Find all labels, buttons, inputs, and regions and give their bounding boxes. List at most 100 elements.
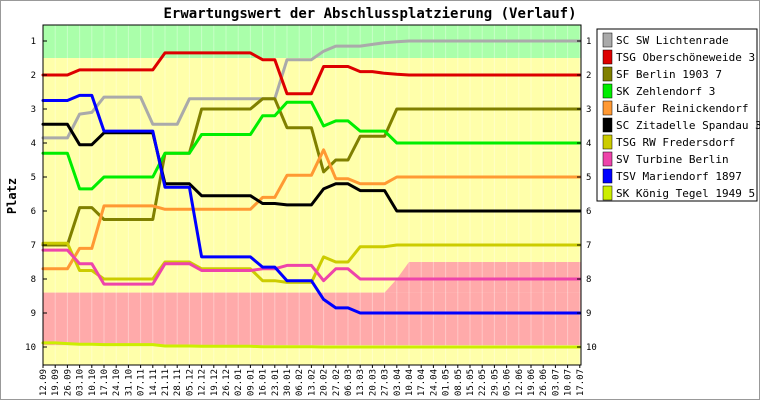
y-tick-label: 4 [31, 139, 36, 149]
x-tick-label: 19.12 [210, 369, 220, 396]
y-axis-right: 1 2 3 4 5 6 7 8 9 10 [577, 37, 597, 353]
y-tick-label: 8 [31, 275, 36, 285]
legend-swatch [602, 66, 613, 82]
series-line [41, 122, 582, 213]
legend-label: SC Zitadelle Spandau 3 [616, 119, 760, 132]
y-tick-label-right: 7 [586, 241, 591, 251]
x-tick-label: 15.05 [466, 369, 476, 396]
x-tick-label: 13.03 [356, 369, 366, 396]
x-tick-label: 28.11 [173, 369, 183, 396]
y-tick-label: 6 [31, 207, 36, 217]
series-lines [41, 39, 582, 349]
legend-label: SV Turbine Berlin [616, 153, 729, 166]
series-line [41, 97, 582, 247]
x-tick-label: 12.06 [515, 369, 525, 396]
x-tick-label: 17.04 [417, 369, 427, 396]
x-tick-label: 01.05 [442, 369, 452, 396]
legend: SC SW Lichtenrade TSG Oberschöneweide 3 SF… [602, 32, 760, 201]
y-axis-left: 1 2 3 4 5 6 7 8 9 10 [25, 37, 47, 353]
x-tick-label: 10.07 [564, 369, 574, 396]
y-tick-label-right: 3 [586, 105, 591, 115]
x-tick-label: 30.01 [283, 369, 293, 396]
series-line [41, 341, 582, 349]
x-tick-label: 13.02 [307, 369, 317, 396]
legend-swatch [602, 134, 613, 150]
x-tick-label: 09.01 [246, 369, 256, 396]
x-tick-label: 26.06 [539, 369, 549, 396]
chart-title: Erwartungswert der Abschlussplatzierung … [163, 6, 576, 22]
x-tick-label: 07.11 [137, 369, 147, 396]
x-tick-label: 10.04 [405, 369, 415, 396]
series-line [41, 148, 582, 271]
x-tick-label: 12.09 [39, 369, 49, 396]
x-tick-label: 31.10 [124, 369, 134, 396]
y-tick-label-right: 5 [586, 173, 591, 183]
x-tick-label: 24.10 [112, 369, 122, 396]
legend-label: SK Zehlendorf 3 [616, 85, 715, 98]
grid-lines [54, 25, 581, 365]
x-tick-label: 26.09 [63, 369, 73, 396]
x-tick-label: 22.05 [478, 369, 488, 396]
x-tick-label: 03.04 [393, 369, 403, 396]
y-tick-label-right: 2 [586, 71, 591, 81]
x-tick-label: 27.02 [332, 369, 342, 396]
x-tick-label: 27.03 [381, 369, 391, 396]
x-tick-label: 21.11 [161, 369, 171, 396]
y-tick-label: 1 [31, 37, 36, 47]
legend-swatch [602, 151, 613, 167]
y-axis-label: Platz [5, 178, 19, 214]
x-tick-label: 20.03 [368, 369, 378, 396]
series-line [41, 100, 582, 191]
x-tick-label: 06.02 [295, 369, 305, 396]
x-tick-label: 03.10 [76, 369, 86, 396]
series-line [41, 51, 582, 96]
x-tick-label: 26.12 [222, 369, 232, 396]
y-tick-label-right: 6 [586, 207, 591, 217]
x-tick-label: 05.06 [503, 369, 513, 396]
x-tick-label: 14.11 [149, 369, 159, 396]
legend-swatch [602, 168, 613, 184]
legend-label: TSG RW Fredersdorf [616, 136, 735, 149]
x-tick-label: 02.01 [234, 369, 244, 396]
legend-box [596, 28, 758, 202]
x-tick-label: 17.10 [100, 369, 110, 396]
x-tick-label: 23.01 [271, 369, 281, 396]
legend-label: SC SW Lichtenrade [616, 34, 729, 47]
legend-swatch [602, 83, 613, 99]
legend-label: TSG Oberschöneweide 3 [616, 51, 755, 64]
x-tick-label: 03.07 [551, 369, 561, 396]
legend-label: Läufer Reinickendorf [616, 102, 748, 115]
y-tick-label: 3 [31, 105, 36, 115]
legend-swatch [602, 32, 613, 48]
x-tick-label: 17.07 [576, 369, 586, 396]
band-relegation-extension [43, 262, 581, 293]
y-tick-label: 9 [31, 309, 36, 319]
x-axis: 12.09 19.09 26.09 03.10 10.10 17.10 24.10 31.10… [39, 365, 586, 396]
legend-swatch [602, 49, 613, 65]
legend-label: SF Berlin 1903 7 [616, 68, 722, 81]
y-tick-label-right: 8 [586, 275, 591, 285]
x-tick-label: 06.03 [344, 369, 354, 396]
band-bottom [43, 345, 581, 365]
y-tick-label-right: 10 [586, 343, 597, 353]
x-tick-label: 08.05 [454, 369, 464, 396]
series-line [41, 248, 582, 286]
y-tick-label: 7 [31, 241, 36, 251]
x-tick-label: 29.05 [490, 369, 500, 396]
series-line [41, 93, 582, 315]
y-tick-label: 5 [31, 173, 36, 183]
x-tick-label: 19.06 [527, 369, 537, 396]
plot-frame [42, 24, 582, 366]
x-tick-label: 10.10 [88, 369, 98, 396]
x-tick-label: 12.12 [198, 369, 208, 396]
x-tick-label: 16.01 [259, 369, 269, 396]
x-tick-label: 05.12 [185, 369, 195, 396]
y-tick-label-right: 9 [586, 309, 591, 319]
x-tick-label: 24.04 [429, 369, 439, 396]
legend-swatch [602, 185, 613, 201]
y-tick-label-right: 1 [586, 37, 591, 47]
series-line [41, 39, 582, 140]
legend-label: SK König Tegel 1949 5 [616, 187, 755, 200]
